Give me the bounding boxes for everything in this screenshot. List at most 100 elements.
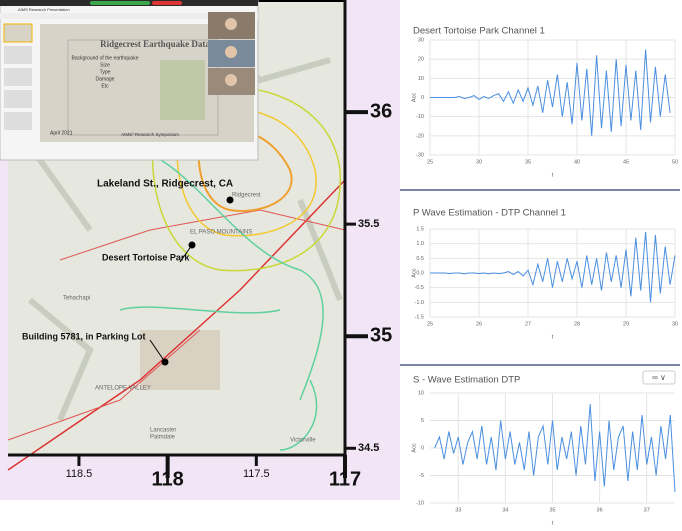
x-tick-label: 40 — [574, 159, 580, 165]
x-tick-label: 26 — [476, 321, 482, 327]
contour — [119, 148, 324, 451]
thumbnail[interactable] — [4, 90, 32, 108]
y-tick-label: -20 — [416, 133, 424, 139]
y-tick-label: 30 — [418, 37, 424, 43]
town-label: Palmdale — [150, 435, 176, 441]
lat-tick-label: 35 — [370, 324, 392, 346]
stop-share[interactable] — [152, 1, 182, 5]
face — [225, 46, 237, 58]
fault — [7, 209, 346, 441]
x-tick-label: 30 — [672, 321, 678, 327]
series-line — [434, 403, 676, 493]
lon-tick-label: 117.5 — [243, 468, 270, 480]
y-tick-label: 1.0 — [416, 241, 424, 247]
y-tick-label: 10 — [418, 390, 424, 396]
toolbar — [0, 13, 258, 19]
town-label: Victorville — [290, 438, 316, 444]
slide-date: April 2021 — [50, 130, 73, 136]
slide-bullet: Type — [100, 69, 111, 75]
y-tick-label: -10 — [416, 500, 424, 506]
slide-map — [160, 60, 205, 120]
x-tick-label: 25 — [427, 321, 433, 327]
chart-title: Desert Tortoise Park Channel 1 — [413, 26, 545, 37]
place-label: Building 5781, in Parking Lot — [22, 331, 146, 341]
x-tick-label: 36 — [597, 507, 603, 513]
fault — [7, 179, 346, 471]
slide-bullet: Size — [100, 62, 110, 68]
y-tick-label: 10 — [418, 76, 424, 82]
y-tick-label: -1.5 — [415, 314, 424, 320]
y-tick-label: -0.5 — [415, 285, 424, 291]
x-tick-label: 25 — [427, 159, 433, 165]
town-label: ANTELOPE VALLEY — [95, 386, 151, 392]
face — [225, 18, 237, 30]
x-tick-label: 29 — [623, 321, 629, 327]
slide-footer: AIMS² Research Symposium — [121, 132, 179, 137]
x-tick-label: 27 — [525, 321, 531, 327]
town-label: Lancaster — [150, 428, 176, 434]
y-tick-label: 1.5 — [416, 226, 424, 232]
town-label: Ridgecrest — [232, 193, 261, 199]
contour — [151, 86, 341, 272]
lat-tick-label: 34.5 — [358, 442, 379, 454]
map-edge — [258, 0, 345, 2]
x-tick-label: 35 — [525, 159, 531, 165]
lat-tick-label: 36 — [370, 100, 392, 122]
y-tick-label: -5 — [419, 473, 424, 479]
place-label: Desert Tortoise Park — [102, 252, 190, 262]
zoom-button[interactable] — [642, 370, 676, 385]
x-axis-label: t — [552, 334, 554, 340]
place-dot — [226, 196, 234, 204]
x-axis-label: t — [552, 172, 554, 178]
series-line — [430, 49, 671, 136]
y-axis-label: Acc — [411, 268, 417, 277]
x-tick-label: 35 — [549, 507, 555, 513]
y-tick-label: 5 — [421, 418, 424, 424]
x-tick-label: 34 — [502, 507, 508, 513]
lon-tick-label: 118 — [151, 468, 183, 490]
y-tick-label: 0.0 — [416, 270, 424, 276]
thumbnail[interactable] — [4, 46, 32, 64]
slide-bullet: Background of the earthquake — [72, 55, 139, 61]
town-label: EL PASO MOUNTAINS — [190, 230, 252, 236]
thumbnail[interactable] — [4, 112, 32, 130]
slide-bullet: Damage — [96, 76, 115, 82]
y-axis-label: Acc — [411, 443, 417, 452]
y-tick-label: -1.0 — [415, 300, 424, 306]
x-tick-label: 50 — [672, 159, 678, 165]
lon-tick-label: 118.5 — [66, 468, 93, 480]
town-label: Tehachapi — [63, 296, 90, 302]
y-tick-label: 0.5 — [416, 256, 424, 262]
y-tick-label: 0 — [421, 445, 424, 451]
series-line — [430, 231, 676, 303]
x-tick-label: 30 — [476, 159, 482, 165]
chart-title: S - Wave Estimation DTP — [413, 375, 520, 386]
x-axis-label: t — [552, 520, 554, 526]
slide-bullet: Etc — [101, 83, 109, 89]
y-axis-label: Acc — [411, 93, 417, 102]
y-tick-label: -30 — [416, 152, 424, 158]
leader — [149, 339, 166, 363]
y-tick-label: 0 — [421, 95, 424, 101]
thumbnail[interactable] — [3, 23, 33, 43]
lat-tick-label: 35.5 — [358, 218, 379, 230]
window-title: AIMS Research Presentation — [18, 7, 70, 12]
slide-title: Ridgecrest Earthquake Data — [100, 39, 210, 49]
zoom-button-label[interactable]: ∞ ∨ — [652, 373, 666, 382]
chart-title: P Wave Estimation - DTP Channel 1 — [413, 208, 566, 219]
y-tick-label: -10 — [416, 114, 424, 120]
place-label: Lakeland St., Ridgecrest, CA — [97, 179, 233, 190]
y-tick-label: 20 — [418, 57, 424, 63]
thumbnail[interactable] — [4, 68, 32, 86]
lon-tick-label: 117 — [329, 468, 361, 490]
x-tick-label: 33 — [455, 507, 461, 513]
presentation-window: AIMS Research Presentation Ridgecrest Ea… — [0, 0, 259, 161]
leader — [179, 244, 193, 263]
x-tick-label: 45 — [623, 159, 629, 165]
x-tick-label: 37 — [644, 507, 650, 513]
face — [225, 74, 237, 86]
x-tick-label: 28 — [574, 321, 580, 327]
share-indicator[interactable] — [90, 1, 150, 5]
